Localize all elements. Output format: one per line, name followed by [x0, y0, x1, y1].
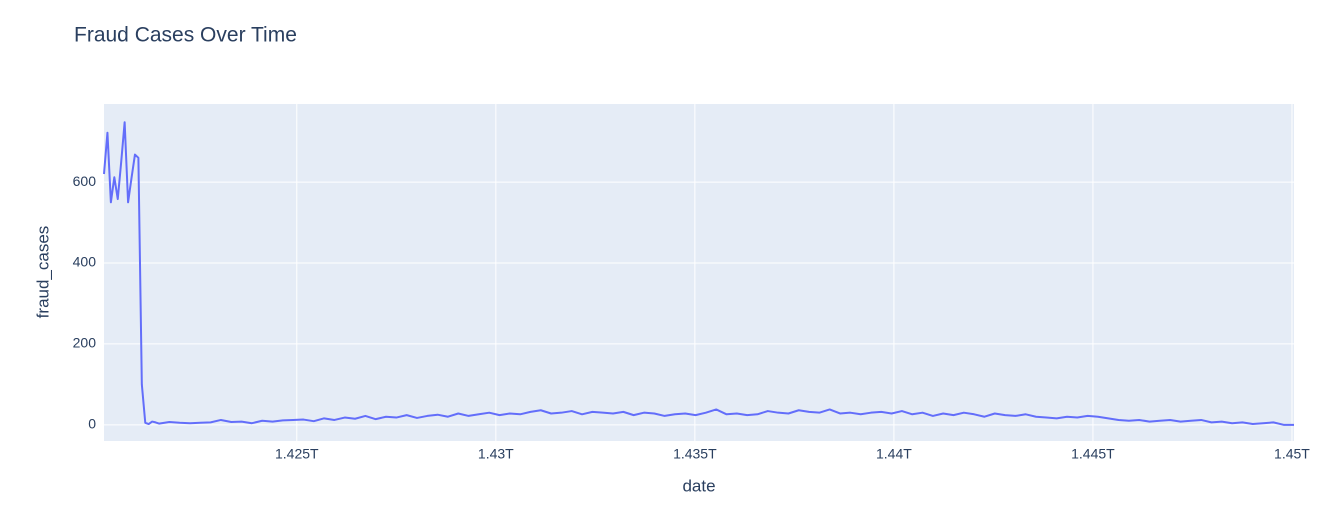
data-line — [103, 121, 1294, 426]
y-tick-label: 600 — [73, 173, 97, 189]
x-tick-label: 1.445T — [1071, 446, 1115, 462]
y-tick-label: 0 — [88, 416, 96, 432]
chart-title: Fraud Cases Over Time — [74, 24, 297, 47]
x-tick-label: 1.43T — [478, 446, 514, 462]
x-tick-label: 1.425T — [275, 446, 319, 462]
plot-area — [104, 104, 1294, 441]
y-tick-label: 400 — [73, 254, 97, 270]
y-tick-label: 200 — [73, 335, 97, 351]
grid — [104, 104, 1294, 441]
y-axis-label: fraud_cases — [33, 226, 52, 319]
x-tick-label: 1.44T — [876, 446, 912, 462]
x-axis-label: date — [682, 476, 715, 495]
x-tick-label: 1.45T — [1274, 446, 1310, 462]
marks — [103, 121, 1294, 426]
x-tick-label: 1.435T — [673, 446, 717, 462]
